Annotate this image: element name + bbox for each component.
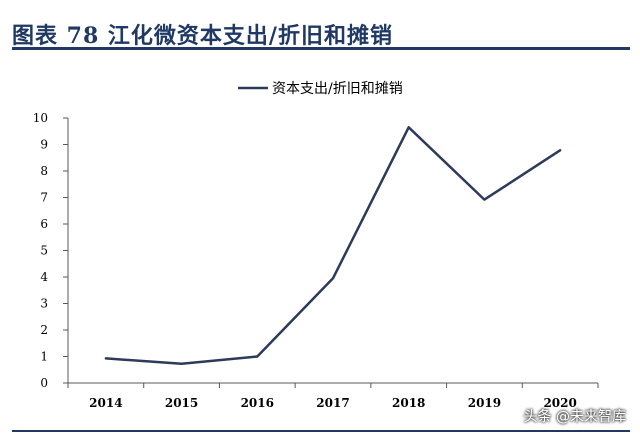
x-axis: 2014 2015 2016 2017 2018 2019 2020	[67, 382, 599, 410]
y-tick-label: 2	[40, 323, 48, 337]
x-tick-label: 2014	[89, 396, 122, 410]
x-tick-label: 2017	[316, 396, 349, 410]
y-tick-label: 8	[40, 164, 48, 178]
x-tick-label: 2019	[468, 396, 501, 410]
y-tick-label: 5	[40, 244, 48, 258]
y-tick-label: 0	[40, 376, 48, 390]
y-tick-label: 4	[40, 270, 48, 284]
x-tick-label: 2015	[165, 396, 198, 410]
y-tick-label: 1	[40, 350, 48, 364]
y-axis: 0 1 2 3 4 5 6 7 8 9 10	[33, 111, 69, 390]
watermark: 头条 @未来智库	[523, 409, 626, 425]
bottom-divider	[12, 430, 630, 432]
y-tick-label: 9	[40, 138, 48, 152]
figure-header: 图表 78 江化微资本支出/折旧和摊销	[0, 0, 640, 50]
y-tick-label: 10	[33, 111, 48, 125]
legend: 资本支出/折旧和摊销	[238, 81, 403, 97]
y-tick-label: 6	[40, 217, 48, 231]
x-tick-label: 2016	[241, 396, 274, 410]
x-tick-label: 2020	[543, 396, 576, 410]
y-tick-label: 7	[40, 191, 48, 205]
y-tick-label: 3	[40, 297, 48, 311]
figure-title: 图表 78 江化微资本支出/折旧和摊销	[12, 23, 393, 49]
legend-label: 资本支出/折旧和摊销	[272, 81, 403, 97]
x-tick-label: 2018	[392, 396, 425, 410]
title-divider	[12, 47, 630, 50]
series-lines	[104, 126, 562, 365]
series-line	[104, 126, 562, 365]
